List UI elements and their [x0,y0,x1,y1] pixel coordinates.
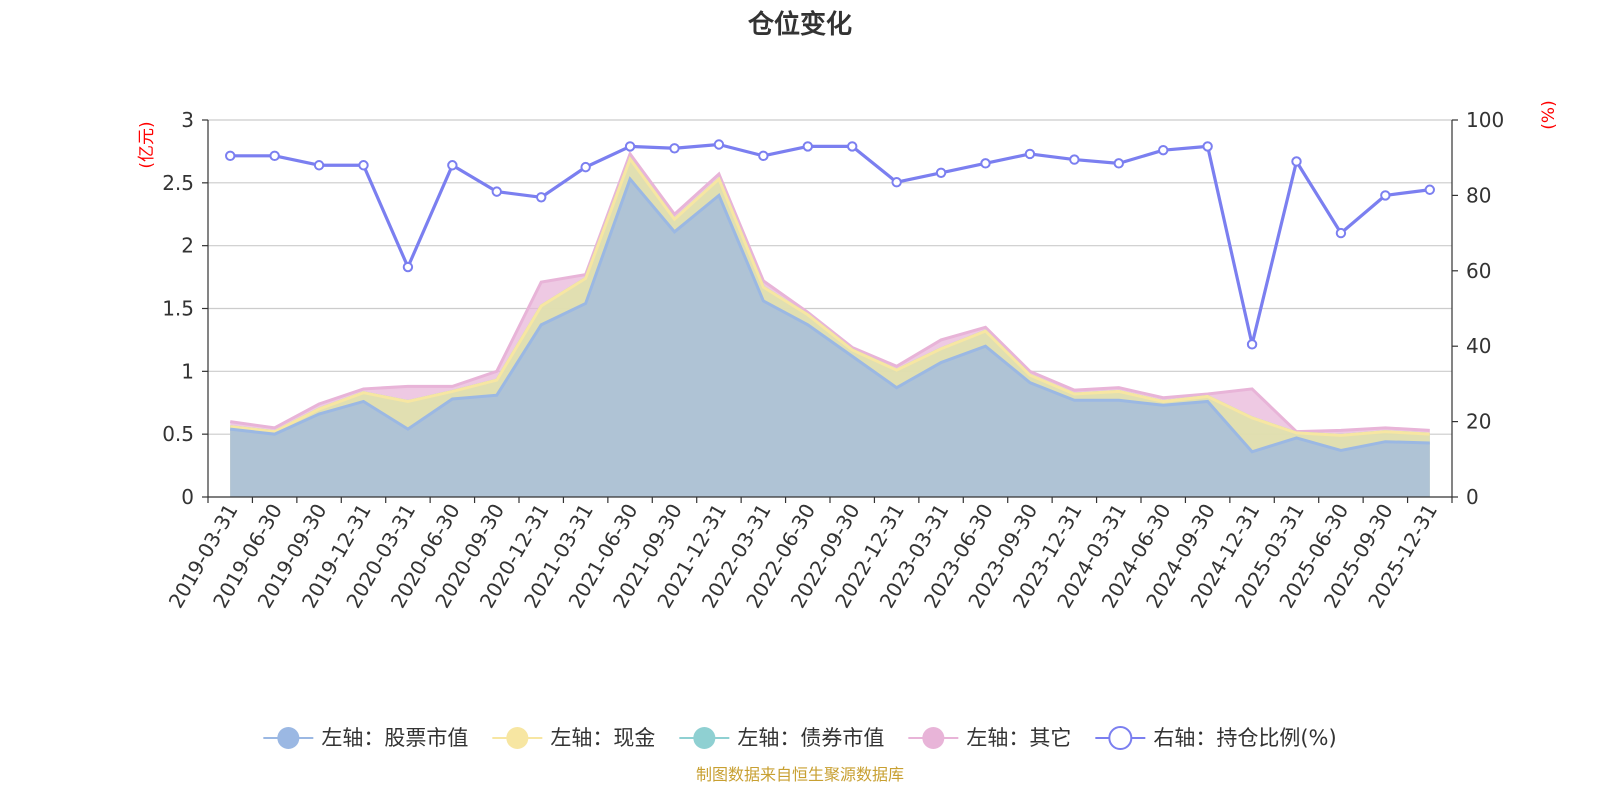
position-ratio-point [848,142,856,150]
legend-marker-icon [277,727,299,749]
position-ratio-point [1070,155,1078,163]
left-axis-tick-label: 1 [181,359,194,383]
legend-label: 左轴：现金 [550,726,655,750]
position-ratio-line [226,140,1434,348]
chart-title: 仓位变化 [747,9,852,40]
position-ratio-point [581,163,589,171]
legend-item-3: 左轴：其它 [908,726,1071,750]
legend-item-1: 左轴：现金 [492,726,655,750]
position-ratio-point [537,193,545,201]
position-ratio-point [1159,146,1167,154]
legend: 左轴：股票市值 左轴：现金 左轴：债券市值 左轴：其它 右轴：持仓比例(%) [263,726,1336,750]
position-ratio-point [1026,150,1034,158]
legend-item-0: 左轴：股票市值 [263,726,468,750]
left-axis-tick-label: 2.5 [162,171,194,195]
left-axis-tick-label: 3 [181,108,194,132]
left-axis-tick-label: 1.5 [162,297,194,321]
position-ratio-point [359,161,367,169]
position-ratio-point [493,187,501,195]
position-ratio-point [626,142,634,150]
position-ratio-point [937,169,945,177]
position-ratio-point [981,159,989,167]
right-axis-tick-label: 20 [1466,410,1491,434]
legend-marker-icon [693,727,715,749]
data-source-note: 制图数据来自恒生聚源数据库 [696,765,904,784]
position-ratio-line-path [230,145,1430,345]
position-ratio-point [715,140,723,148]
position-ratio-point [226,152,234,160]
left-axis-tick-label: 0 [181,485,194,509]
legend-marker-icon [506,727,528,749]
position-ratio-point [1203,142,1211,150]
legend-item-2: 左轴：债券市值 [679,726,884,750]
position-ratio-point [1115,159,1123,167]
right-axis-tick-label: 60 [1466,259,1491,283]
legend-label: 左轴：债券市值 [737,726,884,750]
legend-marker-icon [922,727,944,749]
right-axis-tick-label: 40 [1466,334,1491,358]
position-ratio-point [670,144,678,152]
legend-label: 左轴：股票市值 [321,726,468,750]
stacked-areas [230,154,1430,497]
position-ratio-point [1292,157,1300,165]
right-axis-tick-label: 80 [1466,183,1491,207]
legend-marker-icon [1109,727,1131,749]
position-ratio-point [1337,229,1345,237]
position-ratio-point [404,263,412,271]
position-ratio-point [315,161,323,169]
position-ratio-point [270,152,278,160]
left-axis-tick-label: 2 [181,234,194,258]
position-ratio-point [804,142,812,150]
right-axis-tick-label: 100 [1466,108,1504,132]
legend-item-4: 右轴：持仓比例(%) [1095,726,1336,750]
legend-label: 右轴：持仓比例(%) [1153,726,1336,750]
position-ratio-point [448,161,456,169]
left-axis-unit: (亿元) [137,121,157,168]
right-axis-tick-label: 0 [1466,485,1479,509]
left-axis-tick-label: 0.5 [162,422,194,446]
legend-label: 左轴：其它 [966,726,1071,750]
position-ratio-point [1248,340,1256,348]
position-ratio-point [759,152,767,160]
position-ratio-point [892,178,900,186]
position-ratio-point [1381,191,1389,199]
position-ratio-point [1426,186,1434,194]
right-axis-unit: (%) [1539,100,1559,129]
